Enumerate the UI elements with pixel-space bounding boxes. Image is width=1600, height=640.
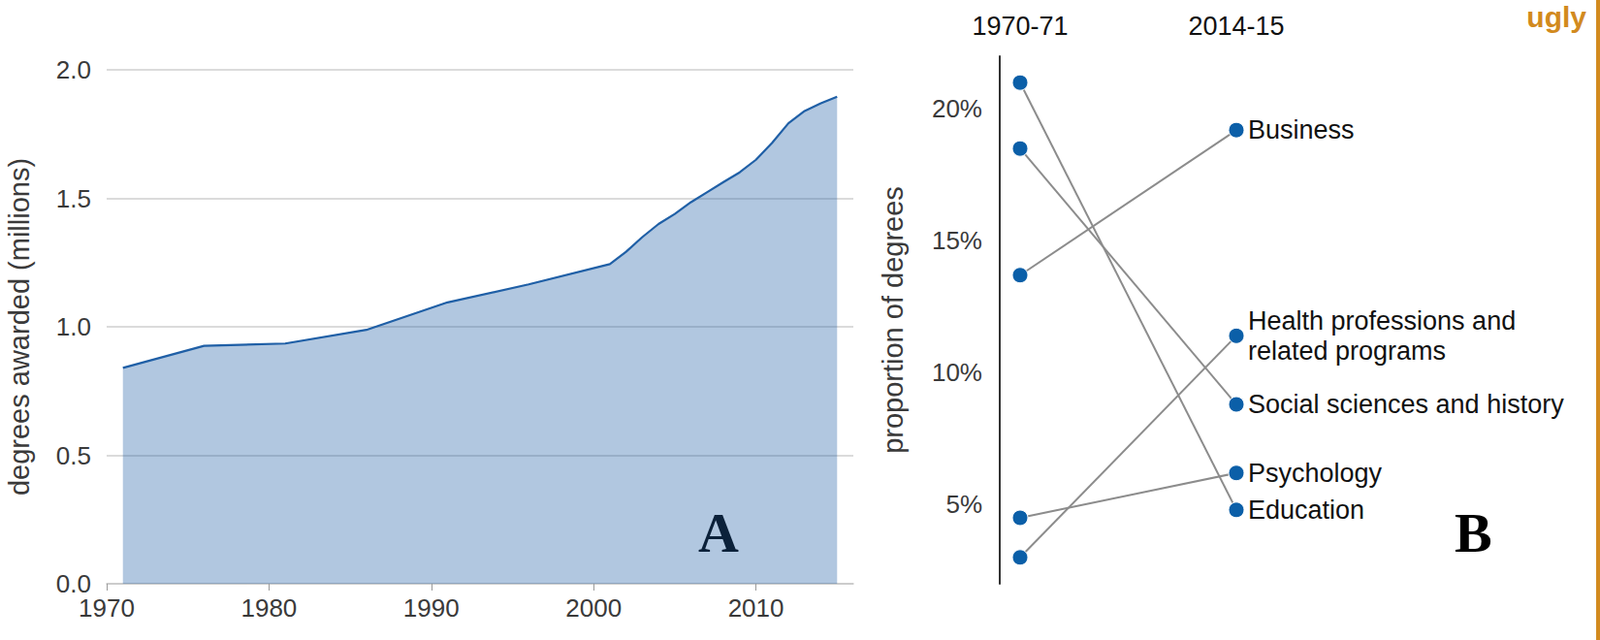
- svg-text:0.5: 0.5: [56, 441, 92, 471]
- svg-text:Health professions and: Health professions and: [1248, 306, 1524, 336]
- svg-text:related programs: related programs: [1248, 336, 1446, 366]
- svg-text:2000: 2000: [565, 593, 622, 623]
- svg-text:ugly: ugly: [1526, 0, 1587, 33]
- svg-text:Psychology: Psychology: [1248, 458, 1383, 488]
- svg-text:20%: 20%: [931, 94, 983, 124]
- svg-text:2014-15: 2014-15: [1187, 11, 1284, 41]
- svg-text:Social sciences and history: Social sciences and history: [1248, 389, 1565, 419]
- svg-text:1970-71: 1970-71: [971, 11, 1068, 41]
- svg-text:Education: Education: [1248, 495, 1365, 525]
- svg-text:B: B: [1454, 501, 1493, 565]
- svg-text:Business: Business: [1248, 115, 1355, 145]
- svg-text:proportion of degrees: proportion of degrees: [877, 186, 909, 454]
- svg-text:1.0: 1.0: [56, 312, 92, 342]
- svg-text:0.0: 0.0: [56, 569, 92, 599]
- svg-text:1990: 1990: [403, 593, 460, 623]
- svg-text:1980: 1980: [240, 593, 297, 623]
- svg-text:15%: 15%: [931, 225, 983, 256]
- svg-text:2010: 2010: [728, 593, 785, 623]
- svg-text:degrees awarded (millions): degrees awarded (millions): [3, 158, 35, 496]
- svg-text:2.0: 2.0: [56, 55, 92, 85]
- svg-text:10%: 10%: [931, 357, 983, 387]
- svg-text:1970: 1970: [78, 593, 135, 623]
- svg-text:5%: 5%: [945, 489, 983, 519]
- svg-text:1.5: 1.5: [56, 184, 92, 214]
